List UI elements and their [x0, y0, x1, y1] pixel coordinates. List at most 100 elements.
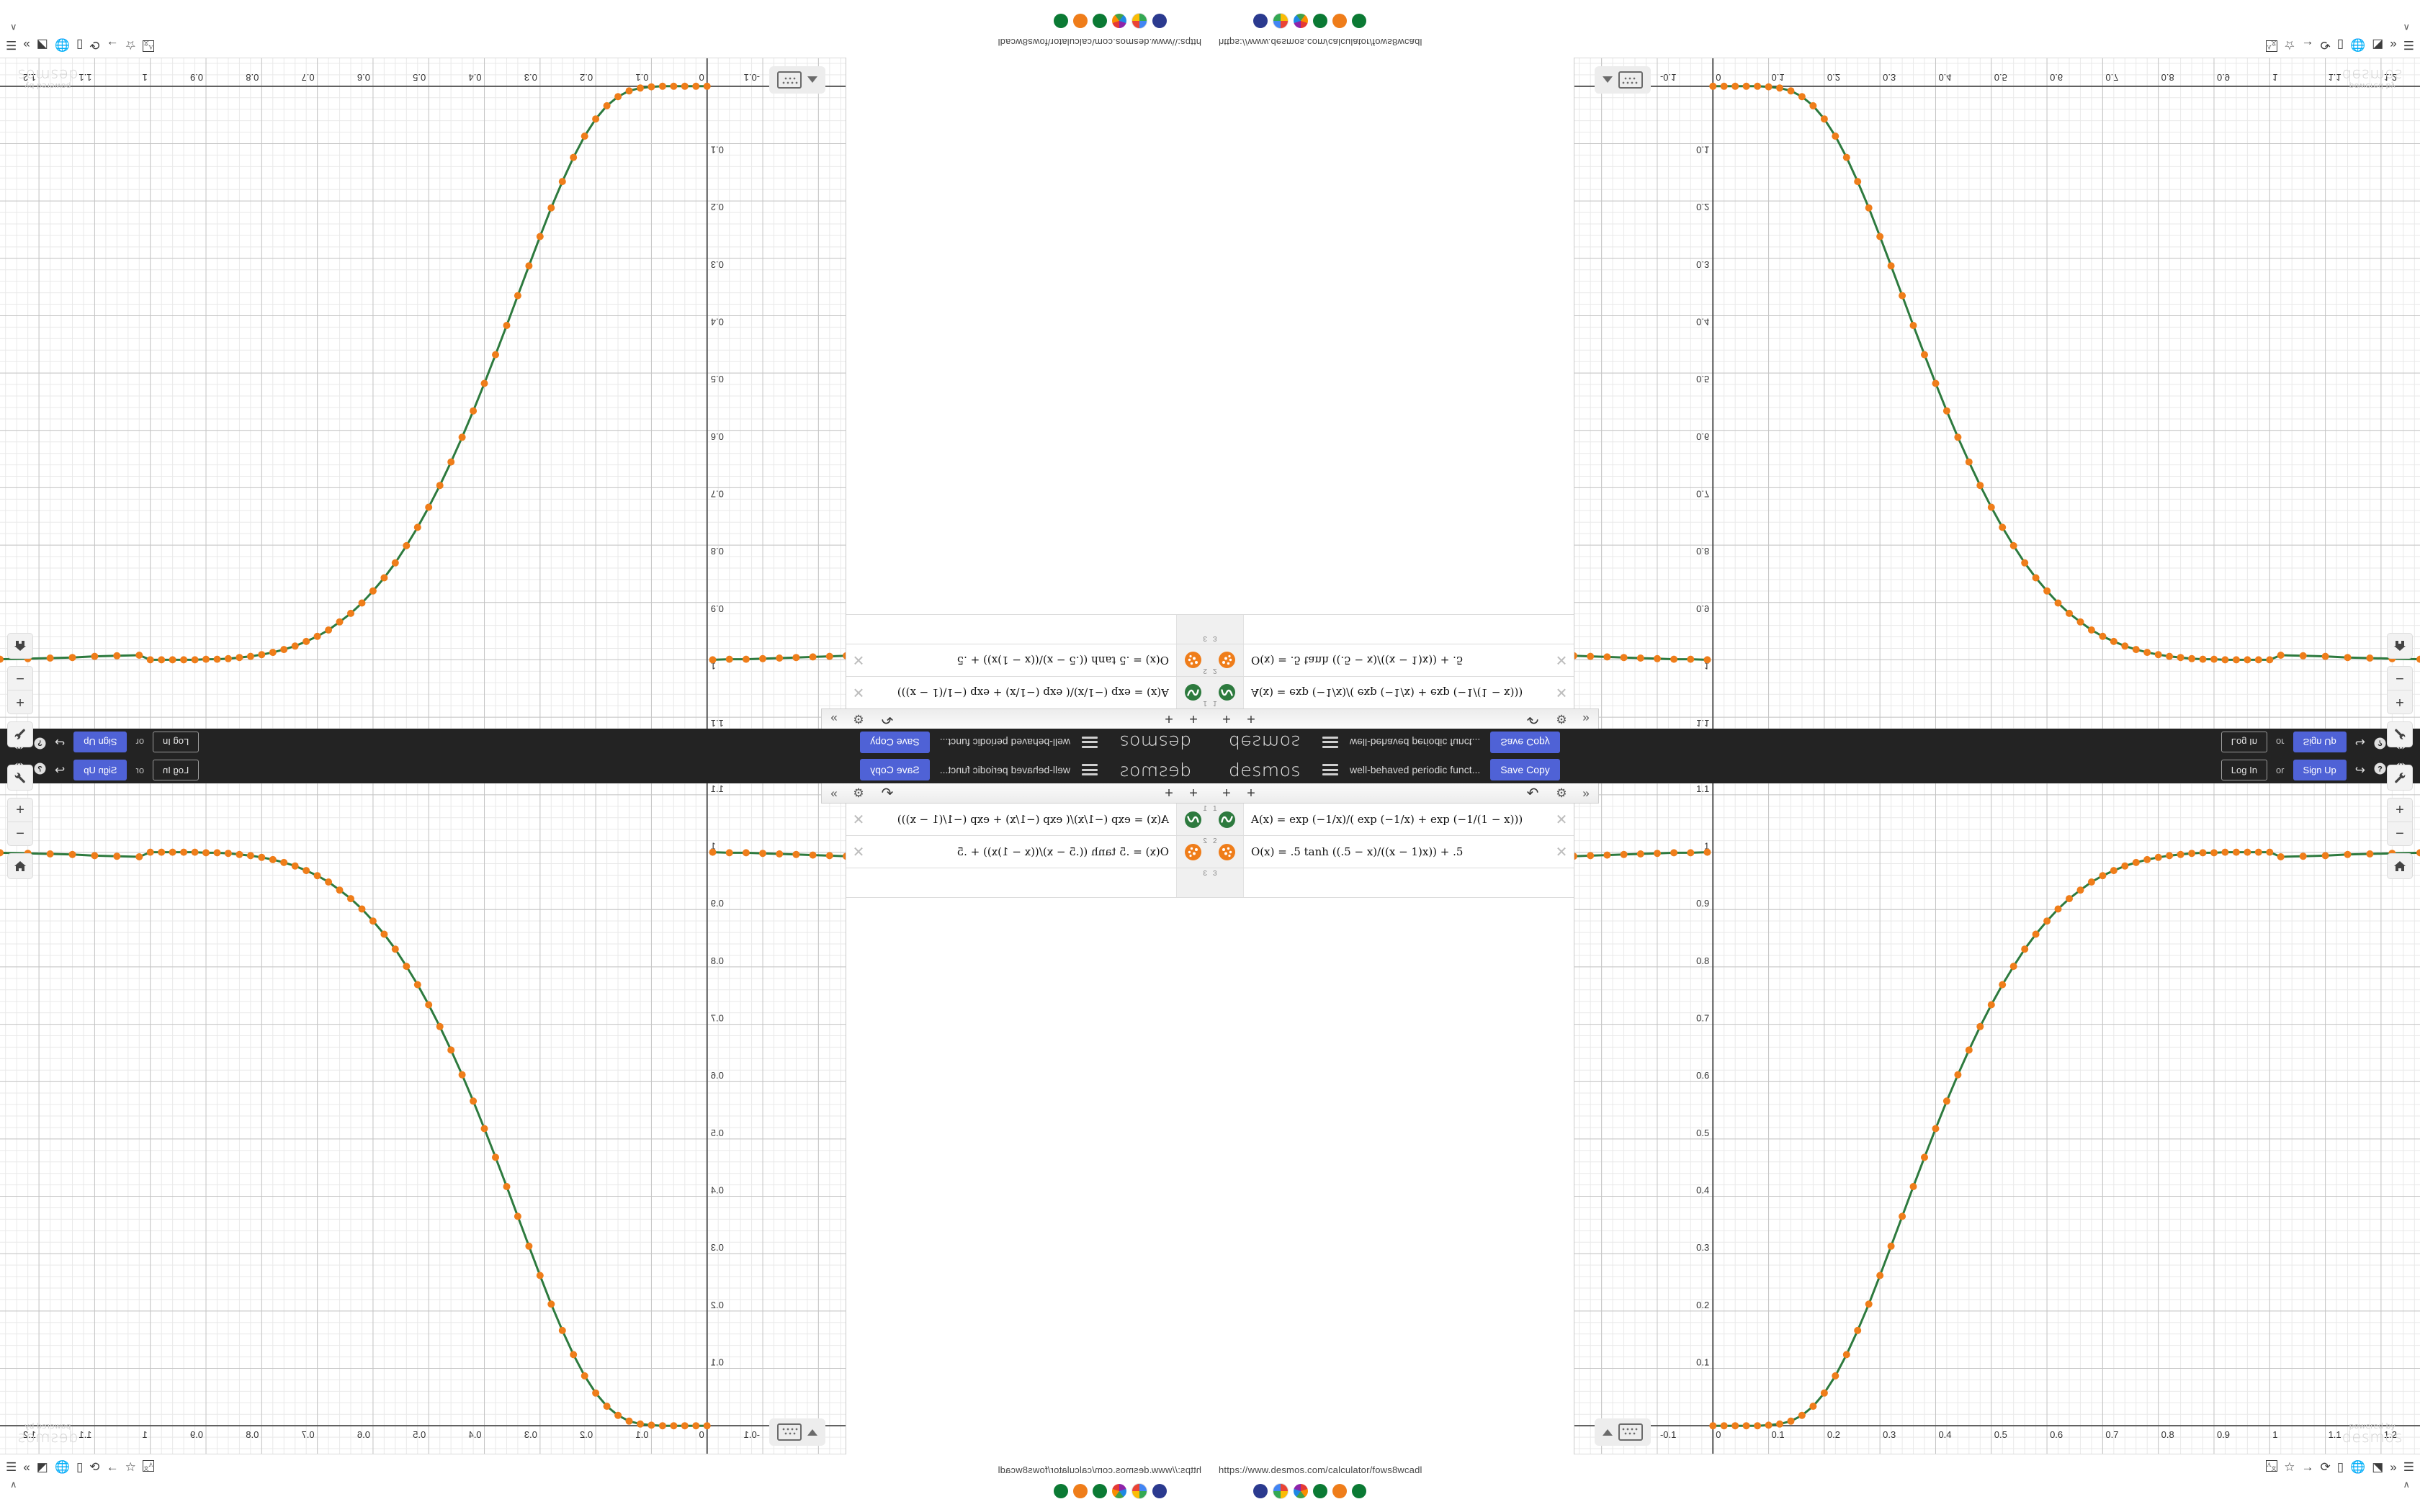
collapse-chrome-caret-icon[interactable]: ∧ — [10, 22, 17, 33]
browser-menu-icon[interactable]: ☰ — [2403, 38, 2414, 52]
graph-settings-wrench-icon[interactable] — [7, 721, 33, 747]
undo-button[interactable]: ↶ — [881, 785, 894, 801]
bookmark-desmos-green2-icon[interactable] — [1054, 14, 1068, 28]
share-icon[interactable]: ↪ — [2354, 735, 2365, 750]
collapse-chrome-caret-icon[interactable]: ∧ — [2403, 1479, 2410, 1490]
address-bar-url[interactable]: https://www.desmos.com/calculator/fows8w… — [998, 1464, 1201, 1475]
bookmark-google-icon[interactable] — [1273, 13, 1289, 29]
undo-button[interactable]: ↶ — [881, 711, 894, 727]
graph-title[interactable]: well-behaved periodic funct... — [1349, 764, 1481, 775]
bookmark-desmos-orange-icon[interactable] — [1073, 1484, 1088, 1498]
extension-icon[interactable]: ⬔ — [36, 1460, 48, 1474]
overflow-chevrons-icon[interactable]: » — [23, 38, 30, 52]
zoom-out-button[interactable]: − — [8, 667, 32, 690]
collapse-panel-button[interactable]: » — [1574, 708, 1599, 729]
share-icon[interactable]: ↪ — [2354, 762, 2365, 777]
curve-style-line-icon-1[interactable] — [1185, 684, 1202, 701]
bookmark-colorwheel-icon[interactable] — [1112, 1484, 1126, 1498]
globe-icon[interactable]: 🌐 — [54, 1460, 70, 1474]
bookmark-desmos-orange-icon[interactable] — [1332, 1484, 1347, 1498]
tab-device-icon[interactable]: ▯ — [2336, 1460, 2344, 1474]
bookmark-desmos-green-icon[interactable] — [1093, 1484, 1107, 1498]
add-item-button[interactable]: + — [1247, 785, 1255, 801]
log-in-button[interactable]: Log In — [153, 759, 200, 780]
address-bar-url[interactable]: https://www.desmos.com/calculator/fows8w… — [1219, 37, 1422, 48]
bookmark-facebook-icon[interactable] — [1253, 14, 1268, 28]
expression-row-3[interactable]: 3 — [846, 614, 1210, 644]
overflow-chevrons-icon[interactable]: » — [2390, 38, 2397, 52]
expression-row-2[interactable]: 2 O(x) = .5 tanh ((.5 − x)/((x − 1)x)) +… — [1210, 836, 1574, 868]
delete-expression-1[interactable]: ✕ — [852, 684, 865, 701]
expression-latex-2[interactable]: O(x) = .5 tanh ((.5 − x)/((x − 1)x)) + .… — [956, 845, 1169, 858]
bookmark-facebook-icon[interactable] — [1152, 1484, 1167, 1498]
graph-settings-wrench-icon[interactable] — [2387, 721, 2413, 747]
collapse-panel-button[interactable]: » — [821, 783, 846, 804]
graph-settings-button[interactable]: ⚙ — [1549, 708, 1574, 729]
browser-menu-icon[interactable]: ☰ — [6, 1460, 17, 1474]
extension-icon[interactable]: ⬔ — [2372, 1460, 2384, 1474]
add-item-button[interactable]: + — [1165, 711, 1173, 727]
expression-latex-2[interactable]: O(x) = .5 tanh ((.5 − x)/((x − 1)x)) + .… — [1251, 845, 1464, 858]
bookmark-colorwheel-icon[interactable] — [1294, 14, 1308, 28]
keyboard-toggle-button[interactable] — [1595, 1418, 1651, 1446]
hamburger-menu-icon[interactable] — [1082, 764, 1098, 775]
undo-button[interactable]: ↶ — [1526, 785, 1539, 801]
bookmark-desmos-green2-icon[interactable] — [1054, 1484, 1068, 1498]
delete-expression-2[interactable]: ✕ — [852, 652, 865, 668]
bookmark-desmos-orange-icon[interactable] — [1073, 14, 1088, 28]
tab-device-icon[interactable]: ▯ — [2336, 38, 2344, 52]
home-default-view-button[interactable] — [2387, 853, 2413, 879]
expression-row-1[interactable]: 1 A(x) = exp (−1/x)/( exp (−1/x) + exp (… — [846, 804, 1210, 836]
help-icon[interactable]: ? — [2374, 762, 2386, 777]
bookmark-desmos-green-icon[interactable] — [1313, 1484, 1327, 1498]
curve-style-line-icon-1[interactable] — [1218, 684, 1235, 701]
delete-expression-2[interactable]: ✕ — [852, 844, 865, 860]
bookmark-facebook-icon[interactable] — [1152, 14, 1167, 28]
expression-latex-1[interactable]: A(x) = exp (−1/x)/( exp (−1/x) + exp (−1… — [1251, 686, 1523, 699]
globe-icon[interactable]: 🌐 — [2350, 1460, 2366, 1474]
undo-button[interactable]: ↶ — [1526, 711, 1539, 727]
save-copy-button[interactable]: Save Copy — [1490, 732, 1560, 753]
hamburger-menu-icon[interactable] — [1322, 737, 1338, 748]
add-item-button[interactable]: + — [1165, 785, 1173, 801]
add-expression-button[interactable]: + — [1222, 785, 1231, 801]
hamburger-menu-icon[interactable] — [1082, 737, 1098, 748]
reload-icon[interactable]: ⟳ — [89, 1460, 100, 1474]
bookmark-google-icon[interactable] — [1131, 13, 1147, 29]
add-expression-button[interactable]: + — [1189, 785, 1198, 801]
overflow-chevrons-icon[interactable]: » — [2390, 1460, 2397, 1474]
collapse-chrome-caret-icon[interactable]: ∧ — [10, 1479, 17, 1490]
overflow-chevrons-icon[interactable]: » — [23, 1460, 30, 1474]
collapse-panel-button[interactable]: » — [1574, 783, 1599, 804]
keyboard-toggle-button[interactable] — [769, 1418, 825, 1446]
curve-style-line-icon-1[interactable] — [1218, 811, 1235, 828]
bookmark-desmos-orange-icon[interactable] — [1332, 14, 1347, 28]
help-icon[interactable]: ? — [2374, 735, 2386, 750]
bookmark-desmos-green2-icon[interactable] — [1352, 1484, 1366, 1498]
graph-title[interactable]: well-behaved periodic funct... — [1349, 737, 1481, 748]
expression-latex-1[interactable]: A(x) = exp (−1/x)/( exp (−1/x) + exp (−1… — [897, 813, 1169, 826]
extension-icon[interactable]: ⬔ — [36, 38, 48, 52]
bookmark-desmos-green-icon[interactable] — [1093, 14, 1107, 28]
browser-menu-icon[interactable]: ☰ — [2403, 1460, 2414, 1474]
bookmark-star-icon[interactable]: ☆ — [125, 1460, 136, 1474]
zoom-in-button[interactable]: + — [2396, 694, 2404, 711]
curve-style-points-icon-2[interactable] — [1185, 843, 1202, 860]
zoom-out-button[interactable]: − — [2388, 667, 2412, 690]
address-bar-url[interactable]: https://www.desmos.com/calculator/fows8w… — [998, 37, 1201, 48]
curve-style-points-icon-2[interactable] — [1185, 652, 1202, 669]
bookmark-colorwheel-icon[interactable] — [1112, 14, 1126, 28]
sign-up-button[interactable]: Sign Up — [2293, 732, 2347, 753]
curve-style-points-icon-2[interactable] — [1218, 652, 1235, 669]
expression-row-1[interactable]: 1 A(x) = exp (−1/x)/( exp (−1/x) + exp (… — [1210, 804, 1574, 836]
home-default-view-button[interactable] — [7, 633, 33, 659]
help-icon[interactable]: ? — [34, 762, 46, 777]
sign-up-button[interactable]: Sign Up — [73, 759, 127, 780]
graph-settings-button[interactable]: ⚙ — [846, 708, 871, 729]
reload-icon[interactable]: ⟳ — [2320, 1460, 2331, 1474]
graph-settings-button[interactable]: ⚙ — [1549, 783, 1574, 804]
expression-row-2[interactable]: 2 O(x) = .5 tanh ((.5 − x)/((x − 1)x)) +… — [846, 836, 1210, 868]
delete-expression-1[interactable]: ✕ — [1555, 811, 1568, 828]
